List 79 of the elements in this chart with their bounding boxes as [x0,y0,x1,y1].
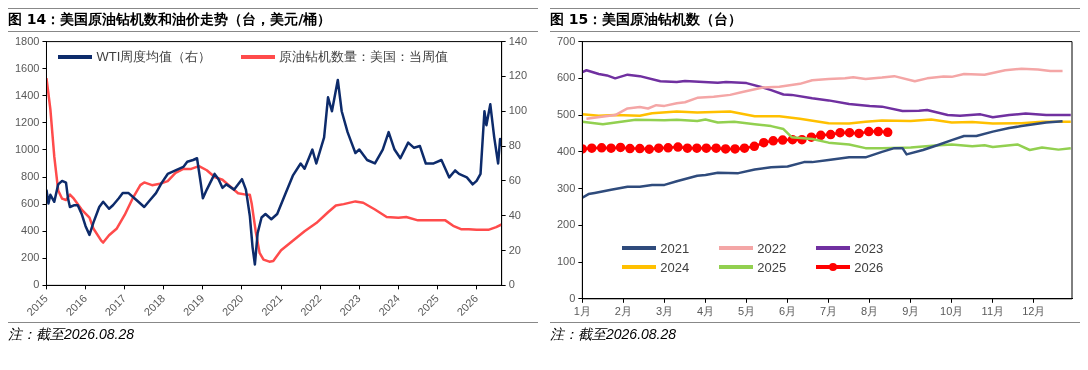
point [854,128,864,139]
point [882,127,893,138]
y-tick-label: 200 [556,218,576,231]
point [711,143,721,153]
point [825,129,836,140]
x-tick-label: 2月 [614,305,632,318]
point [615,142,626,153]
point [749,141,760,152]
y2-tick-label: 140 [508,34,528,47]
y-tick-label: 1600 [14,61,40,74]
point [692,143,702,153]
y-tick-label: 800 [21,170,40,183]
point [844,127,855,138]
y-tick-label: 600 [21,197,40,210]
point [701,143,712,153]
point [663,143,673,153]
y2-tick-label: 120 [508,69,528,82]
x-tick-label: 6月 [779,305,797,318]
y2-tick-label: 20 [508,243,521,256]
y-tick-label: 400 [556,144,576,157]
x-tick-label: 11月 [981,305,1004,318]
chart-title: 图 15：美国原油钻机数（台） [550,8,1080,32]
point [635,143,645,154]
text: 注：截至2026.08.28 [8,326,136,344]
point [720,144,731,154]
x-tick-label: 7月 [820,305,838,318]
x-tick-label: 10月 [940,305,964,318]
point [653,143,664,153]
point [864,126,874,137]
legend-label: 2025 [757,259,787,275]
y2-tick-label: 100 [508,104,528,117]
x-tick-label: 8月 [861,305,879,318]
y2-tick-label: 80 [508,139,521,152]
point [759,137,769,148]
y-tick-label: 600 [556,71,576,84]
point [816,130,826,141]
point [739,143,750,153]
text: 注：截至2026.08.28 [550,326,678,344]
y-tick-label: 0 [569,291,576,304]
y-tick-label: 200 [21,251,40,264]
x-tick-label: 3月 [655,305,673,318]
legend-label: 原油钻机数量：美国：当周值 [279,47,449,66]
y2-tick-label: 60 [508,173,521,186]
legend-label: 2022 [757,240,787,256]
y-tick-label: 700 [556,34,576,47]
point [587,143,597,153]
x-tick-label: 1月 [573,305,591,318]
y-tick-label: 500 [556,108,576,121]
point [835,127,845,138]
chart-title: 图 14：美国原油钻机数和油价走势（台，美元/桶） [8,8,538,32]
y-tick-label: 1400 [14,88,40,101]
y2-tick-label: 0 [508,278,515,291]
point [606,143,616,153]
point [873,126,884,137]
legend-label: 2024 [660,259,690,275]
y2-tick-label: 40 [508,208,521,221]
y-tick-label: 1200 [14,115,40,128]
point [730,144,740,154]
x-tick-label: 5月 [737,305,756,318]
y-tick-label: 1800 [14,34,40,47]
x-tick-label: 4月 [696,305,715,318]
point [644,144,654,155]
legend-label: 2023 [854,240,884,256]
legend-label: WTI周度均值（右） [96,47,212,66]
y-tick-label: 100 [556,255,576,268]
y-tick-label: 400 [21,224,40,237]
x-tick-label: 9月 [902,305,920,318]
point [625,143,635,154]
point [682,143,693,153]
legend-label: 2021 [660,240,690,256]
point [777,135,788,145]
legend-label: 2026 [854,259,884,275]
point [768,136,778,146]
y-tick-label: 1000 [14,142,40,155]
y-tick-label: 0 [33,278,40,291]
x-tick-label: 12月 [1022,305,1046,318]
point [673,142,683,152]
point [596,143,607,153]
y-tick-label: 300 [556,181,576,194]
